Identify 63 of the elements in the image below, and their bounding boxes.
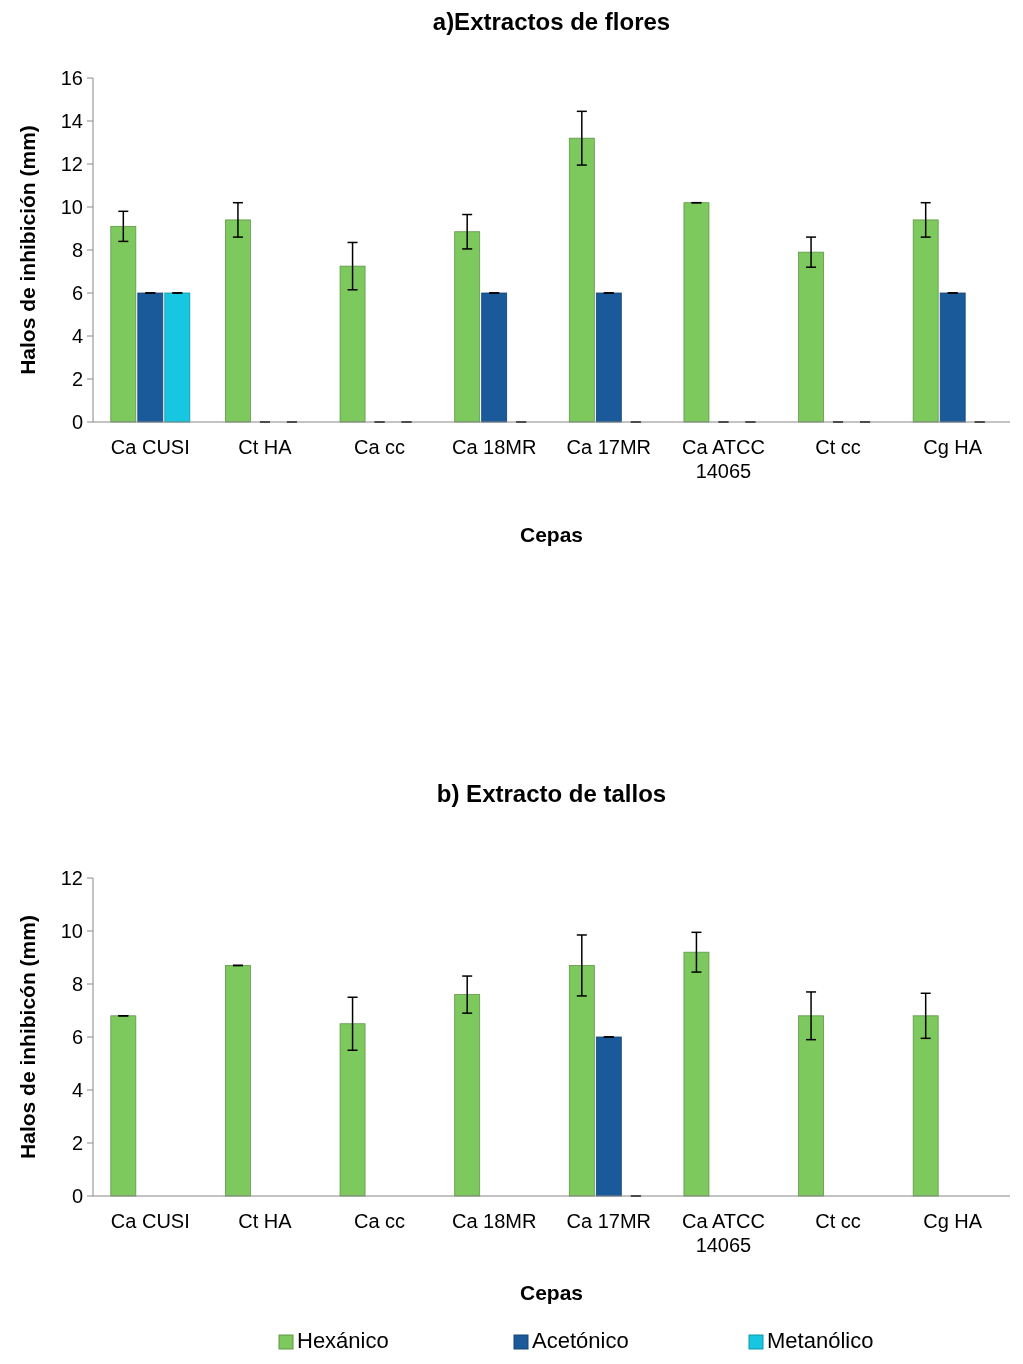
y-tick-label: 4 <box>71 325 83 347</box>
bar <box>683 202 710 423</box>
bar <box>110 1015 137 1197</box>
y-tick-label: 2 <box>71 368 83 390</box>
x-tick-label: Ca 18MR <box>451 1210 537 1232</box>
x-axis-title: Cepas <box>519 523 584 546</box>
x-tick-label: Ca 17MR <box>566 1210 652 1232</box>
bar <box>939 292 966 423</box>
bar <box>481 292 508 423</box>
bar <box>454 231 481 423</box>
chart-title: b) Extracto de tallos <box>436 780 667 807</box>
y-tick-label: 6 <box>71 282 83 304</box>
bar <box>568 965 595 1197</box>
bar <box>137 292 164 423</box>
bar <box>225 965 251 1197</box>
bar <box>912 219 939 423</box>
bar <box>110 225 137 423</box>
bar <box>683 951 710 1197</box>
y-tick-label: 8 <box>71 973 83 995</box>
x-tick-label: Ca CUSI <box>110 436 190 458</box>
bar <box>798 251 824 423</box>
y-tick-label: 4 <box>71 1079 83 1101</box>
bar <box>225 219 251 423</box>
x-tick-label: Ca 18MR <box>451 436 537 458</box>
x-tick-label: Cg HA <box>923 1210 983 1232</box>
y-tick-label: 12 <box>60 153 83 175</box>
legend-label: Metanólico <box>767 1328 874 1353</box>
bar <box>912 1015 939 1197</box>
x-axis-title: Cepas <box>519 1281 584 1304</box>
x-tick-label: Ca cc <box>354 1210 406 1232</box>
x-tick-label: Ca ATCC 14065 <box>681 1210 765 1256</box>
x-tick-label: Ct HA <box>238 436 293 458</box>
x-tick-label: Ct HA <box>238 1210 293 1232</box>
x-tick-label: Ca 17MR <box>566 436 652 458</box>
x-tick-label: Ca cc <box>354 436 406 458</box>
bar <box>595 292 622 423</box>
y-tick-label: 8 <box>71 239 83 261</box>
y-tick-label: 0 <box>71 1185 83 1207</box>
x-tick-label: Ct cc <box>815 1210 861 1232</box>
legend-label: Hexánico <box>297 1328 389 1353</box>
bar <box>798 1015 824 1197</box>
x-tick-label: Ca ATCC 14065 <box>681 436 765 482</box>
y-axis-title: Halos de inhibicón (mm) <box>16 915 39 1159</box>
bar <box>568 137 595 423</box>
y-tick-label: 14 <box>60 110 83 132</box>
x-tick-label: Ct cc <box>815 436 861 458</box>
y-tick-label: 2 <box>71 1132 83 1154</box>
bar <box>595 1036 622 1197</box>
y-tick-label: 6 <box>71 1026 83 1048</box>
bar <box>164 292 191 423</box>
chart-title: a)Extractos de flores <box>432 8 671 35</box>
bar <box>339 265 366 423</box>
y-tick-label: 12 <box>60 867 83 889</box>
x-tick-label: Ca CUSI <box>110 1210 190 1232</box>
y-tick-label: 16 <box>60 67 83 89</box>
bar <box>454 994 481 1197</box>
y-tick-label: 0 <box>71 411 83 433</box>
y-axis-title: Halos de inhibición (mm) <box>16 125 39 375</box>
y-tick-label: 10 <box>60 920 83 942</box>
bar <box>339 1023 366 1197</box>
x-tick-label: Cg HA <box>923 436 983 458</box>
legend-label: Acetónico <box>532 1328 629 1353</box>
y-tick-label: 10 <box>60 196 83 218</box>
